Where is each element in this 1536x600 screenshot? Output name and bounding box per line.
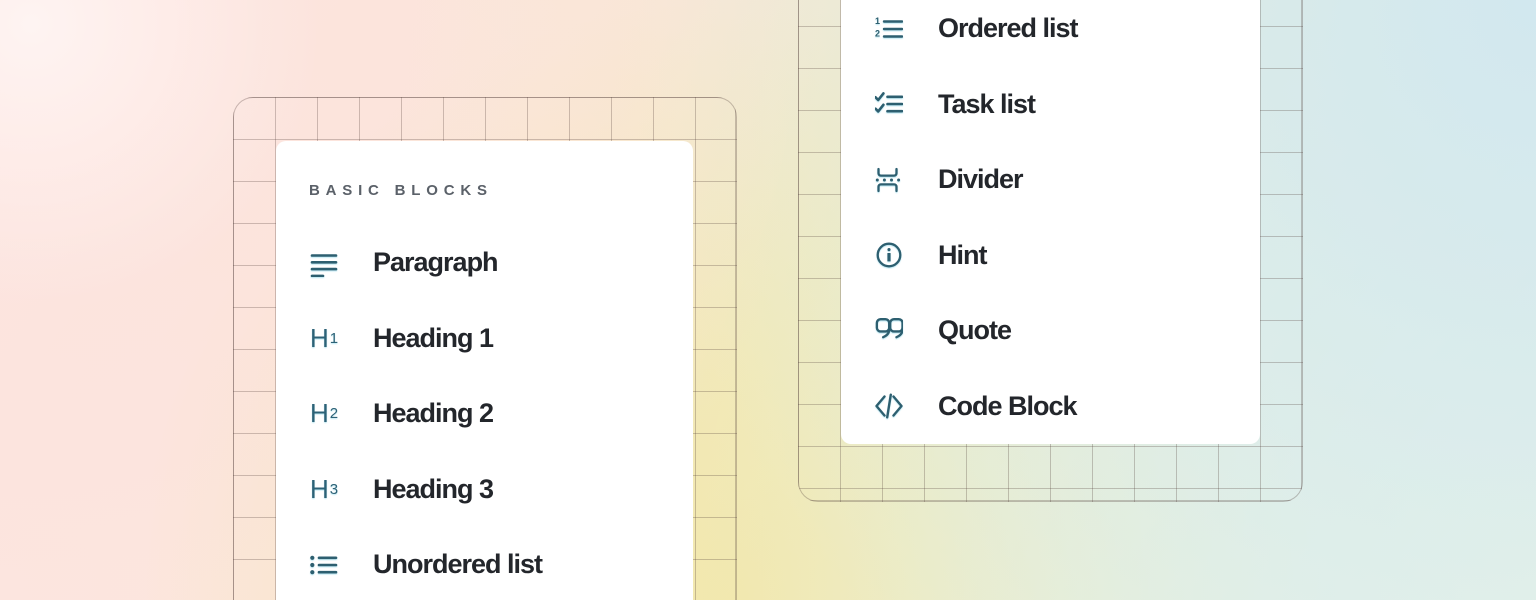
svg-text:1: 1 (875, 16, 880, 26)
svg-text:2: 2 (875, 28, 880, 38)
